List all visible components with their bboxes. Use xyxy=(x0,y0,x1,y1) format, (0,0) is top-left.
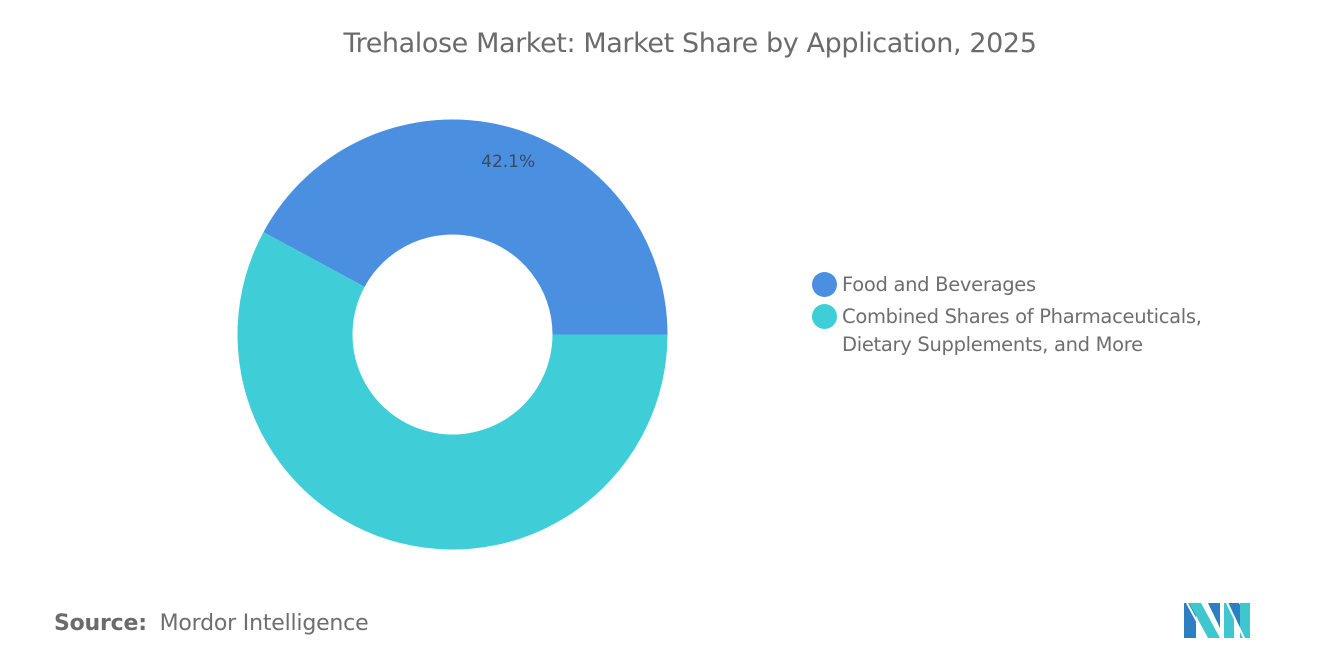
legend-item-food-and-beverages[interactable]: Food and Beverages xyxy=(812,271,1202,299)
source-value: Mordor Intelligence xyxy=(159,611,369,636)
donut-slice-0[interactable] xyxy=(263,119,668,335)
donut-slice-labels: 42.1% xyxy=(481,152,535,172)
source-label: Source: xyxy=(54,611,147,636)
legend-swatch-circle-icon xyxy=(812,304,837,329)
mordor-intelligence-logo-icon xyxy=(1184,603,1250,638)
legend-label: Food and Beverages xyxy=(842,273,1036,296)
donut-slices xyxy=(237,119,668,550)
chart-legend: Food and Beverages Combined Shares of Ph… xyxy=(812,271,1202,363)
chart-title: Trehalose Market: Market Share by Applic… xyxy=(343,28,1037,59)
donut-slice-1[interactable] xyxy=(237,232,668,550)
source-note: Source: Mordor Intelligence xyxy=(54,611,369,636)
slice-data-label: 42.1% xyxy=(481,152,535,172)
legend-label: Combined Shares of Pharmaceuticals, Diet… xyxy=(842,305,1202,356)
legend-swatch-circle-icon xyxy=(812,272,837,297)
legend-item-combined-shares[interactable]: Combined Shares of Pharmaceuticals, Diet… xyxy=(812,303,1202,359)
